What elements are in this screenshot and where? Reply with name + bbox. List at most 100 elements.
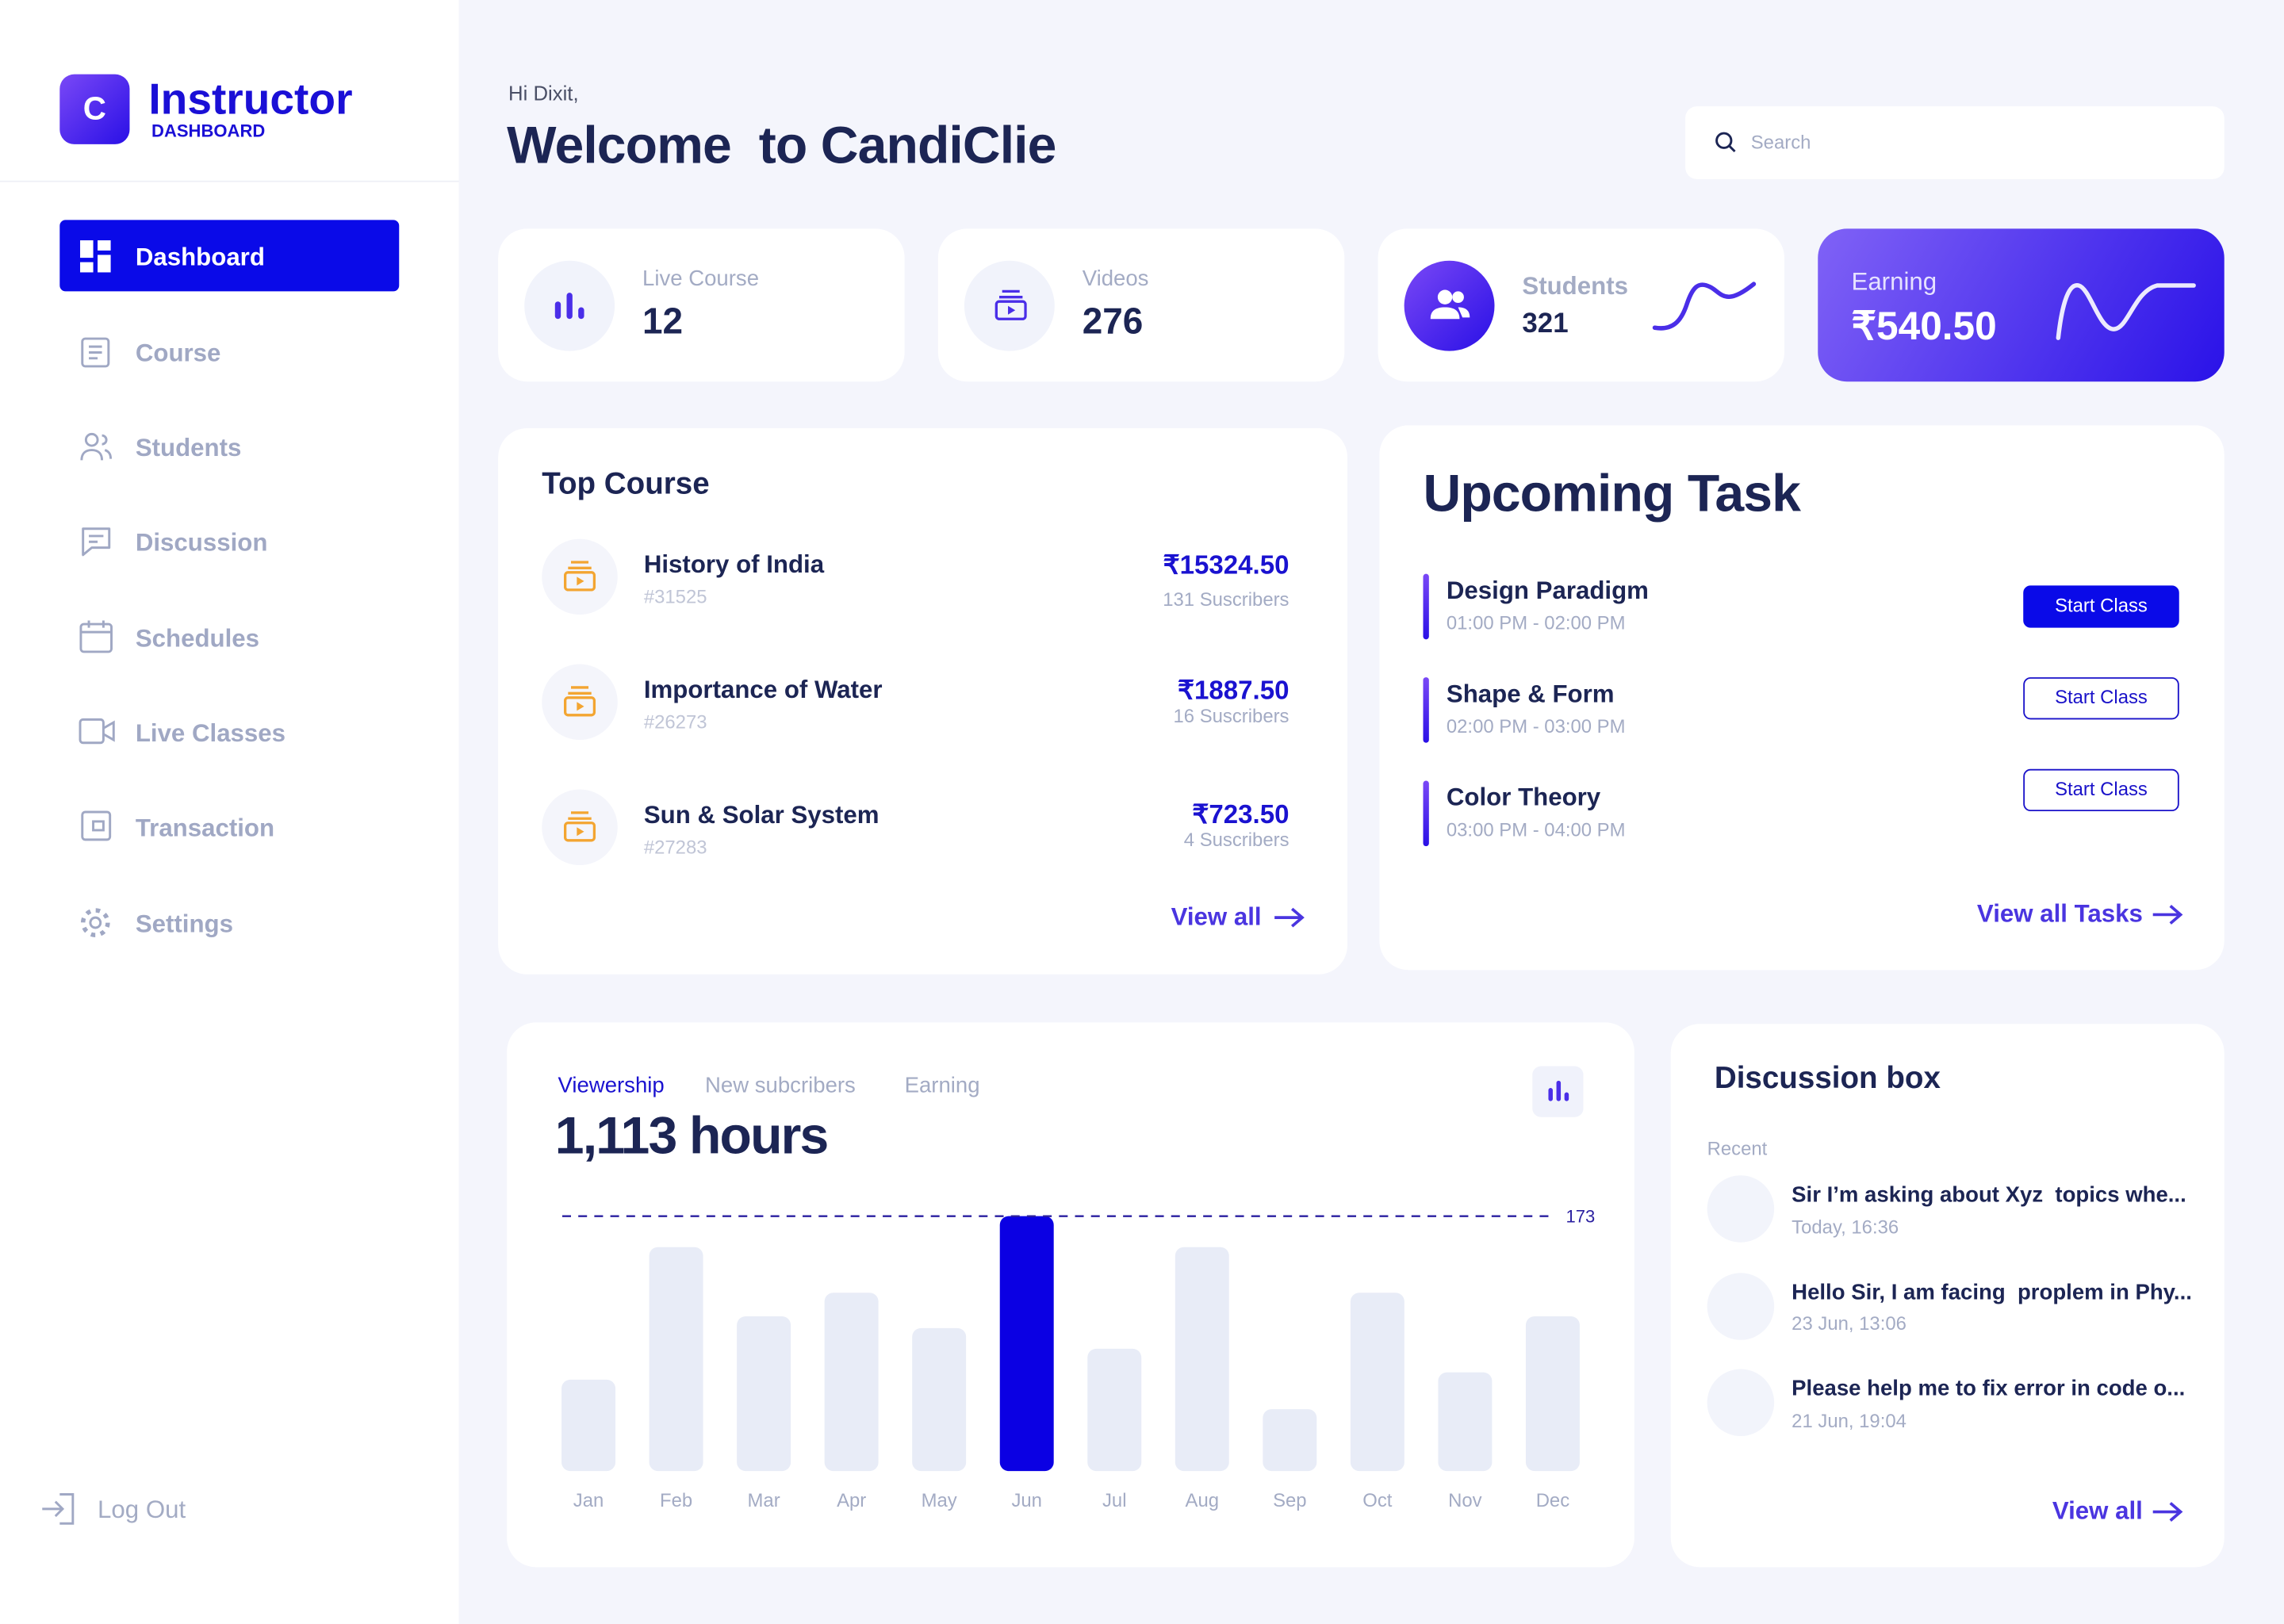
course-subscribers: 4 Suscribers — [1183, 829, 1290, 851]
stat-value: 276 — [1082, 301, 1144, 343]
task-marker — [1423, 573, 1429, 640]
nav-item[interactable]: Transaction — [135, 814, 275, 842]
start-class-button[interactable]: Start Class — [2023, 768, 2179, 812]
avatar — [1707, 1369, 1775, 1437]
arrow-icon — [2152, 1502, 2183, 1522]
view-all-link[interactable]: View all — [1171, 902, 1262, 931]
brand: Instructor — [148, 75, 353, 124]
nav-icon — [81, 810, 112, 841]
x-tick-label: Oct — [1362, 1490, 1392, 1511]
x-tick-label: Mar — [748, 1490, 780, 1511]
bar — [1350, 1293, 1405, 1472]
x-tick-label: Feb — [660, 1490, 692, 1511]
view-all-link[interactable]: View all Tasks — [1976, 900, 2143, 929]
x-tick-label: Apr — [837, 1490, 866, 1511]
stat-value: ₹540.50 — [1851, 304, 1997, 348]
bar — [561, 1379, 616, 1472]
bar — [649, 1247, 703, 1472]
search-box[interactable] — [1685, 106, 2225, 179]
divider — [0, 180, 459, 182]
brand-sub: DASHBOARD — [151, 121, 266, 142]
nav-active[interactable] — [59, 220, 400, 292]
search-placeholder: Search — [1750, 131, 1811, 153]
task-name: Design Paradigm — [1446, 576, 1649, 605]
nav-icon — [79, 620, 113, 653]
stat-label: Students — [1522, 272, 1628, 301]
x-tick-label: Nov — [1448, 1490, 1481, 1511]
message-text[interactable]: Hello Sir, I am facing proplem in Phy... — [1792, 1280, 2192, 1305]
nav-icon — [80, 240, 111, 273]
course-icon-bg — [542, 664, 618, 741]
task-marker — [1423, 677, 1429, 743]
sparkline — [2056, 283, 2196, 340]
bar — [824, 1293, 879, 1472]
bar — [1087, 1348, 1142, 1472]
card-title: Discussion box — [1714, 1061, 1941, 1096]
nav-item[interactable]: Live Classes — [135, 719, 286, 748]
logout-icon — [42, 1493, 75, 1525]
course-name: History of India — [643, 550, 825, 579]
nav-icon — [81, 337, 110, 368]
stat-value: 321 — [1522, 308, 1569, 339]
task-time: 03:00 PM - 04:00 PM — [1446, 818, 1626, 841]
task-marker — [1423, 780, 1429, 847]
bar — [1525, 1316, 1580, 1472]
x-tick-label: Dec — [1536, 1490, 1570, 1511]
course-price: ₹1887.50 — [1177, 676, 1290, 705]
top-course-card — [498, 428, 1347, 975]
nav-item[interactable]: Settings — [135, 910, 233, 938]
course-price: ₹15324.50 — [1163, 550, 1290, 580]
page-title: Welcome to CandiClie — [507, 115, 1056, 175]
chart-tab[interactable]: Viewership — [558, 1073, 665, 1098]
course-icon — [564, 811, 596, 842]
stat-icon-bg — [1404, 260, 1495, 351]
stat-card — [1818, 228, 2225, 382]
x-tick-label: Jun — [1011, 1490, 1041, 1511]
course-id: #31525 — [643, 585, 707, 607]
start-class-button[interactable]: Start Class — [2023, 585, 2179, 628]
course-id: #26273 — [643, 710, 707, 733]
avatar — [1707, 1175, 1775, 1243]
course-id: #27283 — [643, 836, 707, 858]
course-icon-bg — [542, 789, 618, 866]
course-icon-bg — [542, 538, 618, 615]
nav-item[interactable]: Course — [135, 339, 221, 367]
greeting: Hi Dixit, — [508, 81, 579, 105]
bar — [999, 1216, 1054, 1472]
bar — [1263, 1409, 1317, 1472]
chart-tab[interactable]: Earning — [904, 1073, 980, 1098]
nav-icon — [80, 432, 113, 461]
course-price: ₹723.50 — [1192, 799, 1290, 829]
view-all-link[interactable]: View all — [2052, 1497, 2143, 1526]
reference-label: 173 — [1565, 1206, 1595, 1226]
stat-icon — [1430, 289, 1470, 320]
stat-label: Live Course — [642, 266, 760, 292]
chart-type-icon — [1548, 1080, 1569, 1101]
course-subscribers: 131 Suscribers — [1163, 588, 1290, 611]
chart-tab[interactable]: New subcribers — [704, 1073, 856, 1098]
nav-item[interactable]: Schedules — [135, 624, 260, 653]
bar-chart: Jan Feb Mar Apr May Jun Jul Aug Sep Oct Nov Dec 173 — [561, 1206, 1595, 1511]
message-time: Today, 16:36 — [1792, 1216, 1899, 1239]
avatar — [1707, 1273, 1775, 1340]
nav-item[interactable]: Dashboard — [135, 243, 265, 271]
nav-icon — [80, 908, 110, 937]
x-tick-label: May — [922, 1490, 957, 1511]
x-tick-label: Jan — [573, 1490, 604, 1511]
message-text[interactable]: Sir I’m asking about Xyz topics whe... — [1792, 1182, 2186, 1208]
task-name: Color Theory — [1446, 783, 1601, 812]
course-name: Sun & Solar System — [643, 801, 879, 829]
x-tick-label: Aug — [1186, 1490, 1219, 1511]
card-title: Top Course — [542, 467, 710, 501]
message-text[interactable]: Please help me to fix error in code o... — [1792, 1376, 2186, 1401]
nav-item[interactable]: Students — [135, 434, 242, 462]
task-time: 02:00 PM - 03:00 PM — [1446, 714, 1626, 737]
arrow-icon — [2152, 905, 2183, 925]
nav-item[interactable]: Discussion — [135, 528, 268, 557]
logout[interactable]: Log Out — [98, 1496, 186, 1524]
start-class-button[interactable]: Start Class — [2023, 677, 2179, 720]
course-icon — [564, 561, 596, 592]
bar — [912, 1327, 967, 1472]
stat-icon — [554, 293, 584, 320]
